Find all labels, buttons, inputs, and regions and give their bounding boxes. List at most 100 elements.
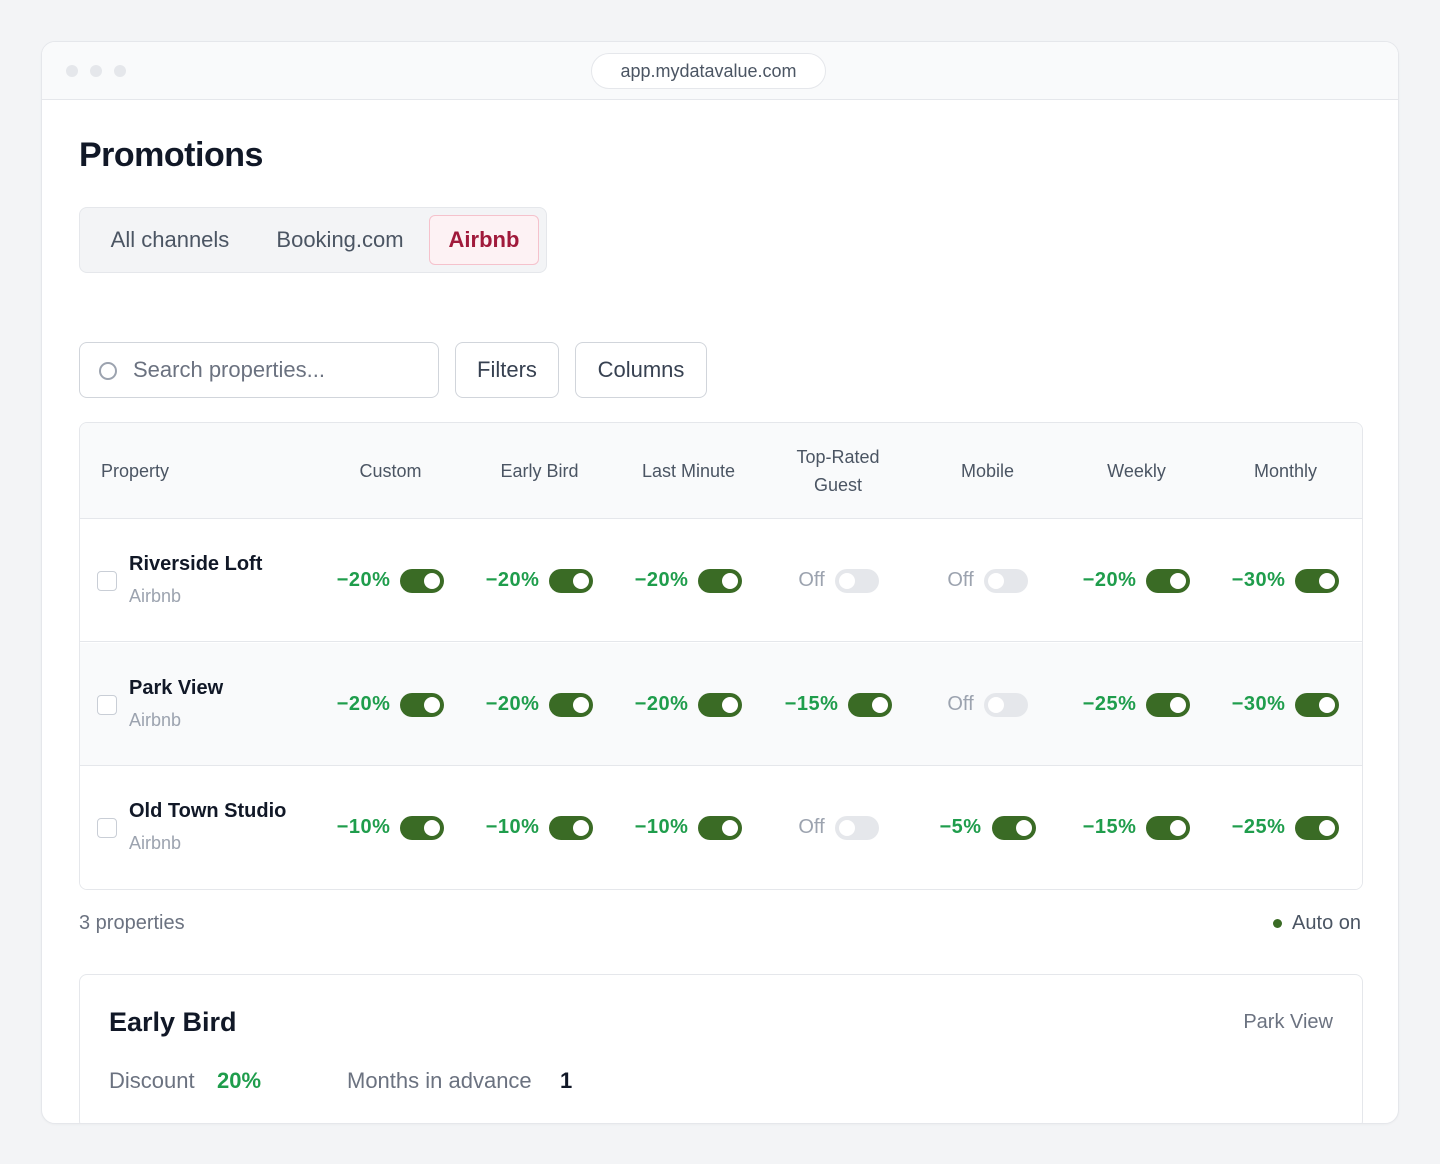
discount-value[interactable]: Off xyxy=(798,816,825,838)
discount-value[interactable]: −25% xyxy=(1231,816,1286,838)
discount-value[interactable]: −10% xyxy=(634,816,689,838)
table-row: Park View Airbnb −20% −20% −20% −15% Off −25% −3… xyxy=(80,643,1362,766)
browser-titlebar: app.mydatavalue.com xyxy=(42,42,1398,100)
promo-cell-early-bird: −10% xyxy=(465,766,614,889)
tab-airbnb[interactable]: Airbnb xyxy=(429,215,539,265)
discount-value[interactable]: −20% xyxy=(634,569,689,591)
channel-tabs: All channels Booking.com Airbnb xyxy=(79,207,547,273)
discount-value[interactable]: −20% xyxy=(1082,569,1137,591)
promo-cell-monthly: −25% xyxy=(1211,766,1360,889)
discount-value[interactable]: −20% xyxy=(336,693,391,715)
discount-value[interactable]: −20% xyxy=(336,569,391,591)
property-channel: Airbnb xyxy=(129,586,182,606)
column-header-top-rated-guest[interactable]: Top-Rated Guest xyxy=(796,447,880,495)
browser-window: app.mydatavalue.com Promotions All chann… xyxy=(41,41,1399,1124)
promo-cell-early-bird: −20% xyxy=(465,519,614,642)
promo-toggle[interactable] xyxy=(991,815,1036,840)
table-row: Old Town Studio Airbnb −10% −10% −10% Off −5% −… xyxy=(80,766,1362,889)
promo-toggle[interactable] xyxy=(834,815,879,840)
property-name[interactable]: Riverside Loft xyxy=(129,553,263,575)
promo-cell-last-minute: −10% xyxy=(614,766,763,889)
promo-cell-top-rated-guest: −15% xyxy=(764,643,913,766)
discount-value[interactable]: −10% xyxy=(485,816,540,838)
column-header-custom[interactable]: Custom xyxy=(359,461,422,481)
promo-toggle[interactable] xyxy=(549,815,594,840)
column-header-property[interactable]: Property xyxy=(101,461,170,481)
main-content: Promotions All channels Booking.com Airb… xyxy=(79,100,1363,1123)
row-checkbox[interactable] xyxy=(97,695,117,715)
window-maximize-dot[interactable] xyxy=(114,65,126,77)
promo-cell-monthly: −30% xyxy=(1211,643,1360,766)
search-input[interactable] xyxy=(133,353,423,387)
tab-booking-com[interactable]: Booking.com xyxy=(276,227,404,252)
promo-toggle[interactable] xyxy=(400,815,445,840)
promo-cell-custom: −10% xyxy=(316,766,465,889)
promo-cell-top-rated-guest: Off xyxy=(764,766,913,889)
promo-toggle[interactable] xyxy=(1146,815,1191,840)
promo-toggle[interactable] xyxy=(1295,692,1340,717)
url-bar[interactable]: app.mydatavalue.com xyxy=(591,53,826,89)
discount-label: Discount xyxy=(109,1068,195,1093)
promo-toggle[interactable] xyxy=(400,692,445,717)
discount-value[interactable]: −20% xyxy=(485,693,540,715)
tab-all-channels[interactable]: All channels xyxy=(110,227,230,252)
column-header-early-bird[interactable]: Early Bird xyxy=(500,461,579,481)
discount-value[interactable]: −15% xyxy=(1082,816,1137,838)
discount-value[interactable]: −20% xyxy=(485,569,540,591)
promo-cell-custom: −20% xyxy=(316,519,465,642)
discount-value[interactable]: −30% xyxy=(1231,569,1286,591)
row-checkbox[interactable] xyxy=(97,818,117,838)
discount-value[interactable]: Off xyxy=(947,693,974,715)
discount-value[interactable]: Off xyxy=(798,569,825,591)
window-minimize-dot[interactable] xyxy=(90,65,102,77)
promo-toggle[interactable] xyxy=(549,568,594,593)
column-header-last-minute[interactable]: Last Minute xyxy=(641,461,736,481)
promo-toggle[interactable] xyxy=(400,568,445,593)
promo-toggle[interactable] xyxy=(698,692,743,717)
promo-toggle[interactable] xyxy=(848,692,893,717)
column-header-weekly[interactable]: Weekly xyxy=(1107,461,1166,481)
discount-value[interactable]: −25% xyxy=(1082,693,1137,715)
detail-property: Park View xyxy=(1243,1011,1333,1033)
search-box[interactable] xyxy=(79,342,439,398)
column-header-mobile[interactable]: Mobile xyxy=(960,461,1015,481)
promo-toggle[interactable] xyxy=(698,568,743,593)
search-icon xyxy=(99,362,117,380)
property-name[interactable]: Old Town Studio xyxy=(129,800,287,822)
discount-value[interactable]: 20% xyxy=(217,1068,262,1093)
promo-cell-last-minute: −20% xyxy=(614,519,763,642)
window-close-dot[interactable] xyxy=(66,65,78,77)
discount-value[interactable]: −10% xyxy=(336,816,391,838)
table-header: Property Custom Early Bird Last Minute T… xyxy=(80,423,1362,519)
filters-button[interactable]: Filters xyxy=(455,342,559,398)
discount-value[interactable]: −5% xyxy=(939,816,982,838)
row-checkbox[interactable] xyxy=(97,571,117,591)
promo-toggle[interactable] xyxy=(983,568,1028,593)
discount-value[interactable]: −15% xyxy=(784,693,839,715)
promo-cell-monthly: −30% xyxy=(1211,519,1360,642)
months-in-advance-value[interactable]: 1 xyxy=(560,1068,573,1093)
promo-toggle[interactable] xyxy=(1295,568,1340,593)
promo-toggle[interactable] xyxy=(549,692,594,717)
promo-toggle[interactable] xyxy=(1146,568,1191,593)
columns-button[interactable]: Columns xyxy=(575,342,707,398)
column-header-monthly[interactable]: Monthly xyxy=(1253,461,1318,481)
promo-toggle[interactable] xyxy=(698,815,743,840)
property-channel: Airbnb xyxy=(129,833,182,853)
table-row: Riverside Loft Airbnb −20% −20% −20% Off Off −2… xyxy=(80,519,1362,642)
discount-value[interactable]: −30% xyxy=(1231,693,1286,715)
property-channel: Airbnb xyxy=(129,710,182,730)
discount-value[interactable]: −20% xyxy=(634,693,689,715)
months-in-advance-label: Months in advance xyxy=(347,1068,532,1093)
promo-cell-early-bird: −20% xyxy=(465,643,614,766)
status-dot-icon xyxy=(1273,919,1283,928)
auto-status: Auto on xyxy=(1273,912,1361,935)
promo-toggle[interactable] xyxy=(1146,692,1191,717)
discount-value[interactable]: Off xyxy=(947,569,974,591)
promo-toggle[interactable] xyxy=(834,568,879,593)
promo-toggle[interactable] xyxy=(983,692,1028,717)
promo-toggle[interactable] xyxy=(1295,815,1340,840)
promo-cell-top-rated-guest: Off xyxy=(764,519,913,642)
promo-cell-weekly: −25% xyxy=(1062,643,1211,766)
property-name[interactable]: Park View xyxy=(129,677,224,699)
